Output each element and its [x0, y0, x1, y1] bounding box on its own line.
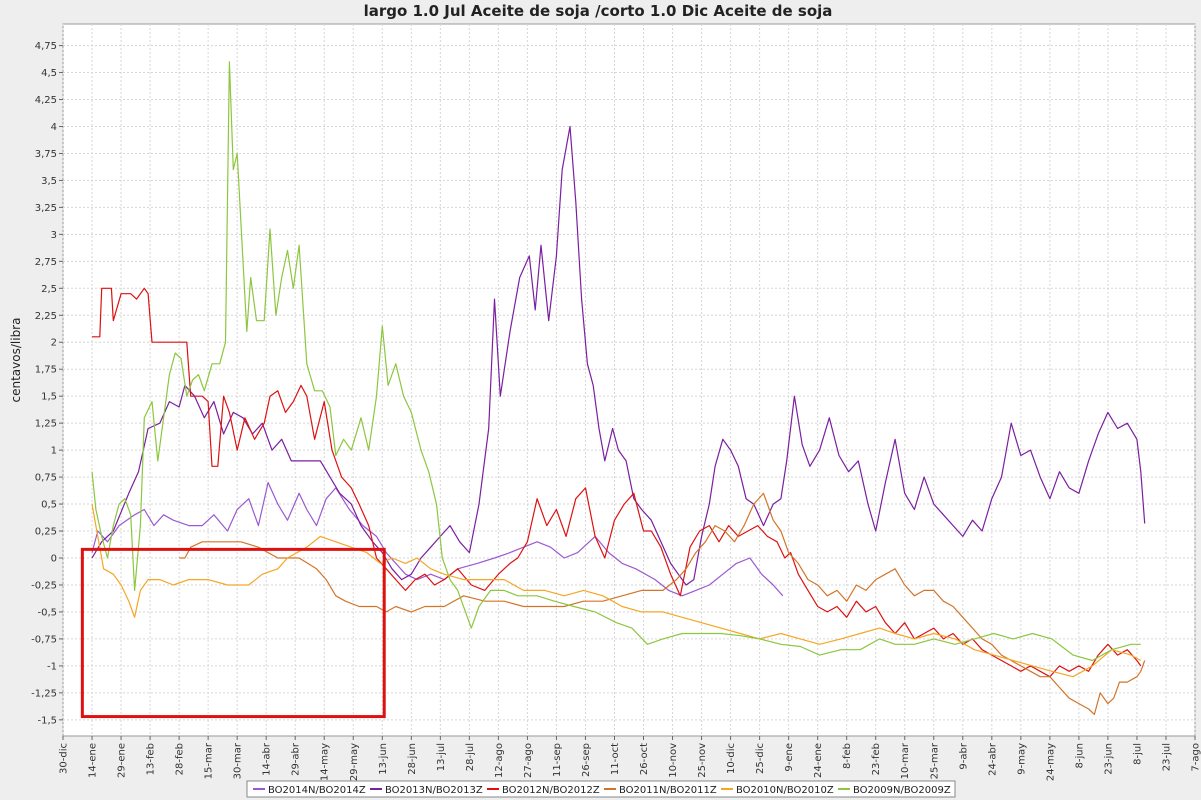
y-tick-label: 0 — [51, 554, 57, 565]
y-tick-label: 4 — [51, 122, 57, 133]
legend-label: BO2012N/BO2012Z — [502, 785, 600, 796]
y-tick-label: 0,75 — [35, 473, 57, 484]
y-tick-label: 3,5 — [41, 176, 57, 187]
x-tick-label: 10-dic — [726, 743, 737, 774]
x-tick-label: 13-feb — [146, 743, 157, 775]
legend-label: BO2010N/BO2010Z — [736, 785, 834, 796]
y-tick-label: -1,25 — [31, 688, 57, 699]
x-tick-label: 13-jun — [378, 743, 389, 775]
y-tick-label: 0,25 — [35, 527, 57, 538]
x-tick-label: 24-ene — [813, 743, 824, 778]
series-layer — [91, 61, 1146, 716]
y-tick-label: -0,25 — [31, 580, 57, 591]
x-tick-label: 28-feb — [175, 743, 186, 775]
y-tick-label: -0,75 — [31, 634, 57, 645]
series-line-bo2010n-bo2010z — [91, 503, 1142, 678]
x-tick-label: 9-may — [1016, 743, 1027, 775]
x-tick-label: 10-mar — [900, 742, 911, 779]
series-line-bo2011n-bo2011z — [179, 492, 1146, 716]
legend: BO2014N/BO2014Z BO2013N/BO2013Z BO2012N/BO… — [246, 780, 956, 798]
x-tick-label: 25-mar — [929, 742, 940, 779]
x-tick-label: 29-ene — [117, 743, 128, 778]
y-tick-label: 4,5 — [41, 68, 57, 79]
y-tick-label: 4,75 — [35, 41, 57, 52]
y-axis-label: centavos/libra — [9, 318, 23, 403]
y-tick-label: 2,25 — [35, 311, 57, 322]
x-tick-label: 8-jul — [1132, 743, 1143, 765]
x-tick-label: 28-jun — [407, 743, 418, 775]
axis-layer: -1,5 -1,25 -1 -0,75 -0,5 -0,25 0 0,25 0,5 0,75 1 1,… — [31, 41, 1201, 781]
y-tick-label: 3,75 — [35, 149, 57, 160]
y-tick-label: 1 — [51, 446, 57, 457]
x-tick-label: 14-ene — [88, 743, 99, 778]
x-tick-label: 30-dic — [59, 743, 70, 774]
y-tick-label: 2,5 — [41, 284, 57, 295]
legend-box — [246, 780, 956, 798]
legend-label: BO2009N/BO2009Z — [853, 785, 951, 796]
x-tick-label: 25-dic — [755, 743, 766, 774]
x-tick-label: 30-mar — [233, 742, 244, 779]
x-tick-label: 9-abr — [958, 742, 969, 769]
x-tick-label: 29-may — [349, 743, 360, 781]
x-tick-label: 28-jul — [465, 743, 476, 771]
x-tick-label: 12-ago — [494, 743, 505, 778]
x-tick-label: 24-abr — [987, 742, 998, 776]
plot-background — [62, 23, 1196, 737]
y-tick-label: 3,25 — [35, 203, 57, 214]
y-tick-label: 3 — [51, 230, 57, 241]
x-tick-label: 11-sep — [552, 743, 563, 777]
y-tick-label: 0,5 — [41, 500, 57, 511]
x-tick-label: 15-mar — [204, 742, 215, 779]
series-line-bo2013n-bo2013z — [91, 125, 1146, 586]
legend-label: BO2014N/BO2014Z — [268, 785, 366, 796]
x-tick-label: 26-oct — [639, 743, 650, 775]
y-tick-label: -0,5 — [37, 607, 57, 618]
x-tick-label: 23-jun — [1103, 743, 1114, 775]
x-tick-label: 10-nov — [668, 743, 679, 778]
x-tick-label: 27-ago — [523, 743, 534, 778]
y-tick-label: 1,25 — [35, 419, 57, 430]
x-tick-label: 7-ago — [1191, 743, 1201, 772]
series-line-bo2009n-bo2009z — [91, 61, 1141, 662]
x-tick-label: 8-jun — [1074, 743, 1085, 768]
x-tick-label: 13-jul — [436, 743, 447, 771]
grid-layer — [62, 24, 1196, 736]
series-line-bo2014n-bo2014z — [91, 481, 784, 597]
x-tick-label: 24-may — [1045, 743, 1056, 781]
x-tick-label: 23-jul — [1161, 743, 1172, 771]
x-tick-label: 14-abr — [262, 742, 273, 776]
y-tick-label: 1,75 — [35, 365, 57, 376]
y-tick-label: -1 — [47, 661, 57, 672]
y-tick-label: 2 — [51, 338, 57, 349]
x-tick-label: 14-may — [320, 743, 331, 781]
legend-label: BO2013N/BO2013Z — [385, 785, 483, 796]
x-tick-label: 11-oct — [610, 743, 621, 775]
y-tick-label: -1,5 — [37, 715, 57, 726]
chart-title: largo 1.0 Jul Aceite de soja /corto 1.0 … — [364, 2, 833, 20]
highlight-rectangle — [80, 547, 386, 719]
x-tick-label: 25-nov — [697, 743, 708, 778]
y-tick-label: 4,25 — [35, 95, 57, 106]
x-tick-label: 26-sep — [581, 743, 592, 777]
y-tick-label: 2,75 — [35, 257, 57, 268]
legend-label: BO2011N/BO2011Z — [619, 785, 717, 796]
x-tick-label: 9-ene — [784, 743, 795, 772]
x-tick-label: 23-feb — [871, 743, 882, 775]
y-tick-label: 1,5 — [41, 392, 57, 403]
x-tick-label: 29-abr — [291, 742, 302, 776]
x-tick-label: 8-feb — [842, 743, 853, 769]
